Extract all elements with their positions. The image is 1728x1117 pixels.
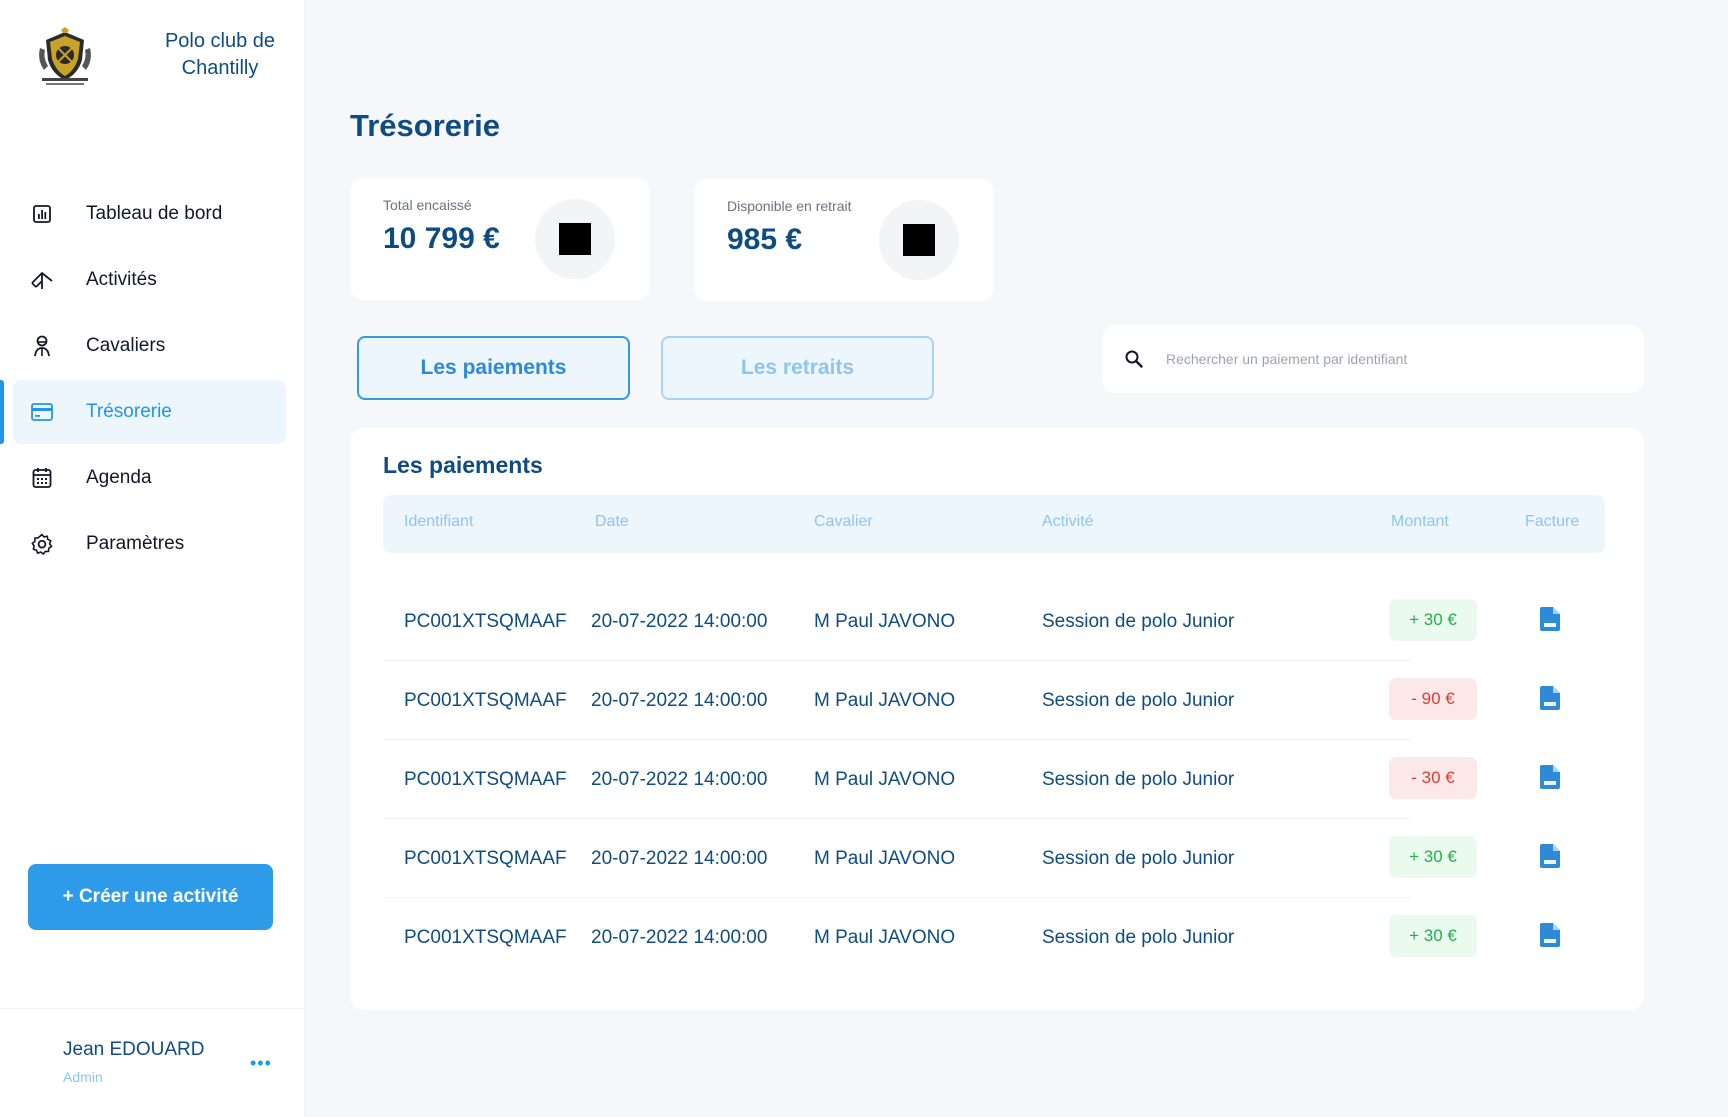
table-header: Identifiant Date Cavalier Activité Monta…	[383, 495, 1605, 553]
cell-activite: Session de polo Junior	[1042, 927, 1235, 948]
cell-identifiant: PC001XTSQMAAF	[404, 927, 567, 948]
amount-badge-positive: + 30 €	[1389, 599, 1477, 641]
stat-value: 985 €	[727, 223, 803, 256]
cell-identifiant: PC001XTSQMAAF	[404, 848, 567, 869]
create-activity-button[interactable]: + Créer une activité	[28, 864, 273, 930]
cell-date: 20-07-2022 14:00:00	[591, 690, 768, 711]
nav-item-agenda[interactable]: Agenda	[0, 446, 305, 510]
column-header-cavalier: Cavalier	[814, 513, 873, 530]
search-icon	[1125, 350, 1143, 368]
cell-activite: Session de polo Junior	[1042, 611, 1235, 632]
nav-item-parametres[interactable]: Paramètres	[0, 512, 305, 576]
tent-icon	[30, 268, 54, 292]
row-divider	[383, 739, 1411, 740]
column-header-date: Date	[595, 513, 629, 530]
credit-card-icon	[30, 400, 54, 424]
stat-icon-circle	[535, 199, 615, 279]
pdf-file-icon[interactable]	[1540, 765, 1560, 789]
gear-icon	[30, 532, 54, 556]
pdf-file-icon[interactable]	[1540, 923, 1560, 947]
row-divider	[383, 818, 1411, 819]
table-row[interactable]: PC001XTSQMAAF 20-07-2022 14:00:00 M Paul J…	[383, 741, 1605, 819]
rider-icon	[30, 334, 54, 358]
nav-label: Paramètres	[86, 533, 185, 554]
stat-value: 10 799 €	[383, 222, 500, 255]
brand-name: Polo club de Chantilly	[164, 30, 276, 79]
nav-label: Tableau de bord	[86, 203, 223, 224]
amount-badge-positive: + 30 €	[1389, 915, 1477, 957]
main-nav: Tableau de bord Activités Cavaliers Trés…	[0, 182, 305, 578]
nav-label: Activités	[86, 269, 157, 290]
cell-cavalier: M Paul JAVONO	[814, 927, 956, 948]
amount-badge-negative: - 90 €	[1389, 678, 1477, 720]
column-header-identifiant: Identifiant	[404, 513, 474, 530]
row-divider	[383, 897, 1411, 898]
tab-withdrawals[interactable]: Les retraits	[661, 336, 934, 400]
active-background	[13, 380, 286, 444]
payments-table-card: Les paiements Identifiant Date Cavalier …	[350, 428, 1644, 1010]
stat-icon-circle	[879, 200, 959, 280]
table-row[interactable]: PC001XTSQMAAF 20-07-2022 14:00:00 M Paul J…	[383, 820, 1605, 898]
cell-date: 20-07-2022 14:00:00	[591, 927, 768, 948]
cell-identifiant: PC001XTSQMAAF	[404, 769, 567, 790]
stat-label: Total encaissé	[383, 197, 472, 213]
nav-label: Cavaliers	[86, 335, 166, 356]
user-role: Admin	[63, 1069, 103, 1085]
table-row[interactable]: PC001XTSQMAAF 20-07-2022 14:00:00 M Paul J…	[383, 583, 1605, 661]
cell-date: 20-07-2022 14:00:00	[591, 611, 768, 632]
user-name: Jean EDOUARD	[63, 1039, 205, 1060]
active-indicator	[0, 380, 4, 444]
table-row[interactable]: PC001XTSQMAAF 20-07-2022 14:00:00 M Paul J…	[383, 899, 1605, 977]
search-bar	[1102, 325, 1644, 393]
cell-identifiant: PC001XTSQMAAF	[404, 611, 567, 632]
cell-identifiant: PC001XTSQMAAF	[404, 690, 567, 711]
cell-activite: Session de polo Junior	[1042, 769, 1235, 790]
cell-cavalier: M Paul JAVONO	[814, 690, 956, 711]
search-input[interactable]	[1166, 343, 1626, 375]
table-row[interactable]: PC001XTSQMAAF 20-07-2022 14:00:00 M Paul J…	[383, 662, 1605, 740]
polo-club-crest-icon	[39, 27, 91, 85]
brand[interactable]: Polo club de Chantilly	[34, 26, 294, 88]
pdf-file-icon[interactable]	[1540, 844, 1560, 868]
nav-item-tresorerie[interactable]: Trésorerie	[0, 380, 305, 444]
stat-card-available: Disponible en retrait 985 €	[694, 179, 994, 301]
more-options-icon[interactable]: •••	[250, 1053, 272, 1073]
calendar-icon	[30, 466, 54, 490]
tab-payments[interactable]: Les paiements	[357, 336, 630, 400]
column-header-facture: Facture	[1525, 513, 1580, 530]
pdf-file-icon[interactable]	[1540, 686, 1560, 710]
page-title: Trésorerie	[350, 108, 500, 143]
pdf-file-icon[interactable]	[1540, 607, 1560, 631]
column-header-activite: Activité	[1042, 513, 1094, 530]
nav-label: Trésorerie	[86, 401, 172, 422]
table-title: Les paiements	[383, 452, 543, 478]
placeholder-square-icon	[559, 223, 591, 255]
nav-item-tableau-de-bord[interactable]: Tableau de bord	[0, 182, 305, 246]
placeholder-square-icon	[903, 224, 935, 256]
nav-label: Agenda	[86, 467, 152, 488]
cell-activite: Session de polo Junior	[1042, 848, 1235, 869]
cell-cavalier: M Paul JAVONO	[814, 769, 956, 790]
amount-badge-negative: - 30 €	[1389, 757, 1477, 799]
stat-card-total: Total encaissé 10 799 €	[350, 178, 650, 300]
user-profile: Jean EDOUARD Admin •••	[0, 1008, 305, 1117]
stat-label: Disponible en retrait	[727, 198, 852, 214]
cell-cavalier: M Paul JAVONO	[814, 848, 956, 869]
nav-item-cavaliers[interactable]: Cavaliers	[0, 314, 305, 378]
bar-chart-icon	[30, 202, 54, 226]
cell-activite: Session de polo Junior	[1042, 690, 1235, 711]
cell-cavalier: M Paul JAVONO	[814, 611, 956, 632]
cell-date: 20-07-2022 14:00:00	[591, 769, 768, 790]
row-divider	[383, 660, 1411, 661]
cell-date: 20-07-2022 14:00:00	[591, 848, 768, 869]
sidebar: Polo club de Chantilly Tableau de bord A…	[0, 0, 305, 1117]
amount-badge-positive: + 30 €	[1389, 836, 1477, 878]
column-header-montant: Montant	[1391, 513, 1449, 530]
nav-item-activites[interactable]: Activités	[0, 248, 305, 312]
